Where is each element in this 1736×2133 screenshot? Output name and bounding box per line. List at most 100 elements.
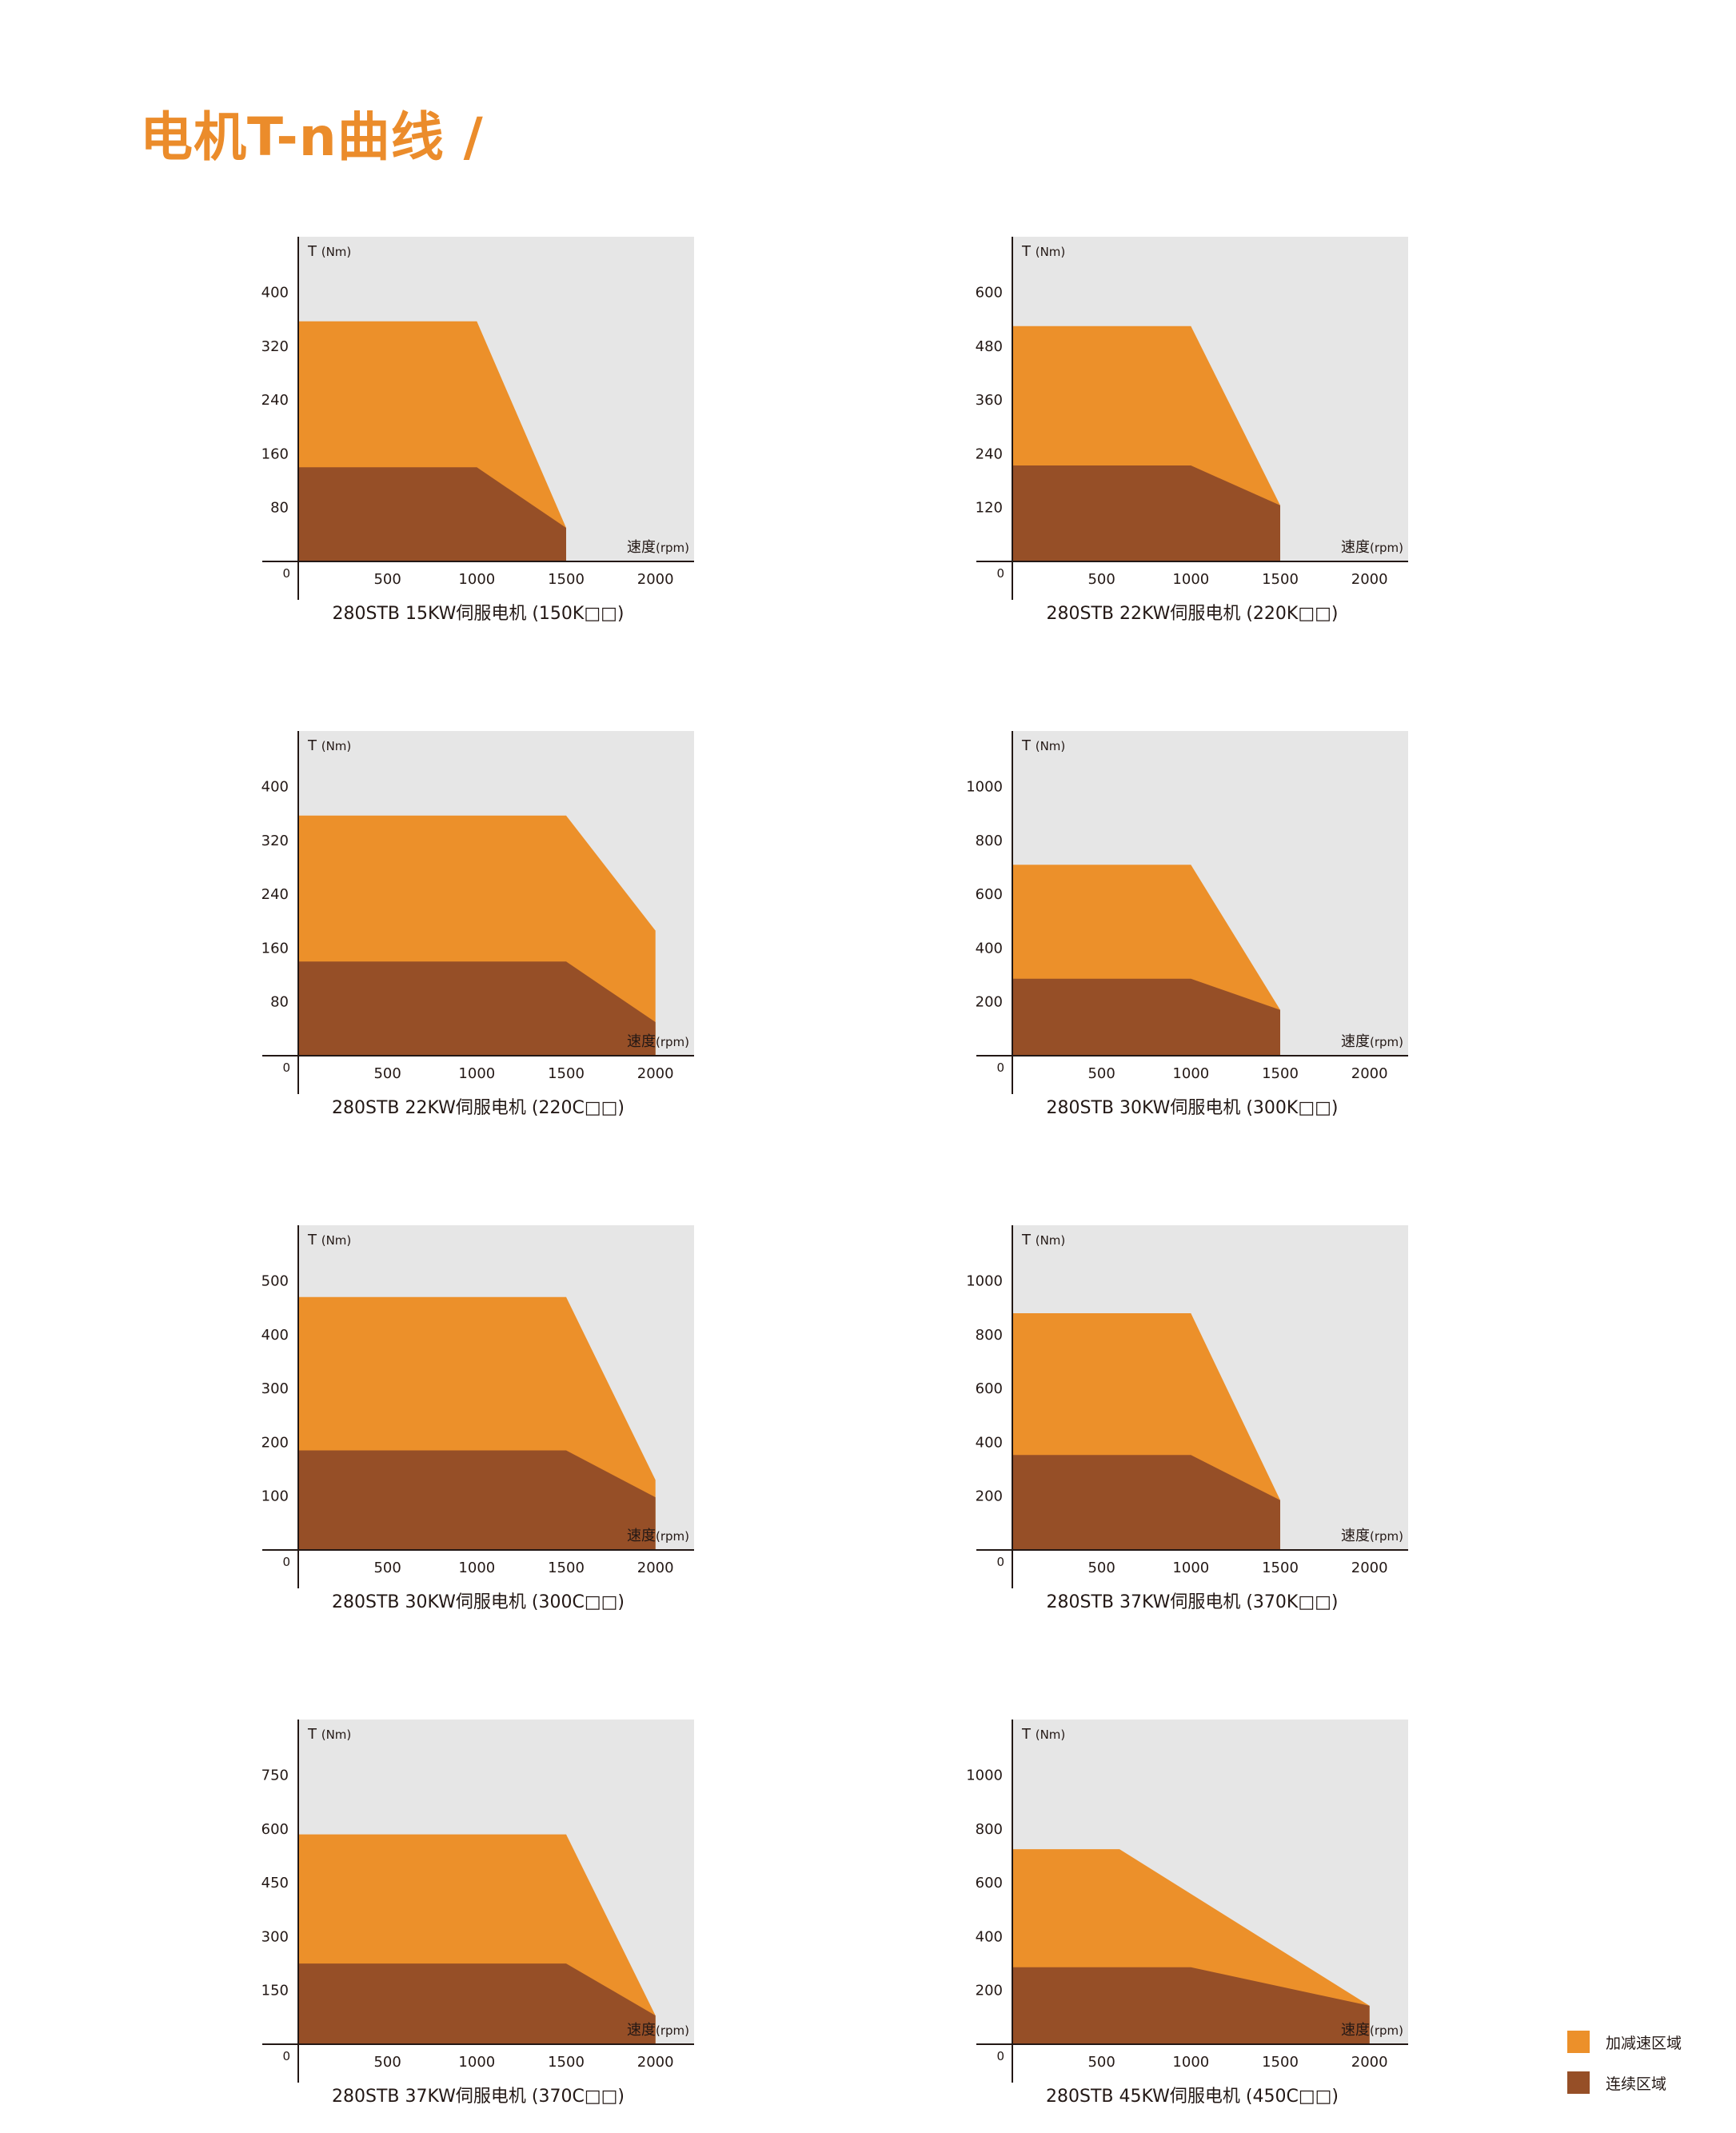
origin-label: 0 [996,566,1004,581]
tn-chart-6: 200 400 600 800 1000 500 1000 1500 2000 0 T (Nm) 速度… [966,1225,1408,1612]
x-tick-label: 1500 [1262,571,1299,588]
continuous-region-area [1012,465,1280,561]
tn-chart-8: 200 400 600 800 1000 500 1000 1500 2000 0 T (Nm) 速度… [966,1720,1408,2107]
x-tick-label: 2000 [637,571,674,588]
x-tick-label: 500 [373,571,401,588]
x-tick-label: 1500 [548,2054,585,2071]
y-tick-label: 160 [261,445,289,462]
y-tick-label: 100 [261,1488,289,1505]
tn-chart-3: 80 160 240 320 400 500 1000 1500 2000 0 T (Nm) 速度(r… [261,731,694,1118]
tn-chart-2: 120 240 360 480 600 500 1000 1500 2000 0 T (Nm) 速度(… [976,237,1408,624]
y-tick-label: 1000 [966,1273,1003,1290]
x-axis-label: 速度(rpm) [627,1033,689,1050]
tn-chart-4: 200 400 600 800 1000 500 1000 1500 2000 0 T (Nm) 速度… [966,731,1408,1118]
x-tick-label: 1000 [1172,1560,1209,1576]
origin-label: 0 [282,1061,290,1075]
y-tick-label: 320 [261,833,289,849]
y-tick-label: 120 [976,500,1003,517]
chart-caption: 280STB 22KW伺服电机 (220C□□) [332,1098,625,1118]
legend: 加减速区域 连续区域 [1567,2030,1682,2111]
x-axis-label: 速度(rpm) [1341,539,1403,556]
y-axis-label: T (Nm) [1021,1726,1065,1743]
y-tick-label: 480 [976,338,1003,355]
chart-caption: 280STB 37KW伺服电机 (370C□□) [332,2087,625,2107]
x-tick-label: 500 [373,1560,401,1576]
chart-caption: 280STB 30KW伺服电机 (300C□□) [332,1592,625,1612]
y-tick-label: 160 [261,940,289,957]
y-tick-label: 240 [976,445,1003,462]
x-tick-label: 2000 [637,2054,674,2071]
y-tick-label: 200 [976,1983,1003,1999]
y-axis-label: T (Nm) [1021,243,1065,260]
y-axis-label: T (Nm) [307,1726,351,1743]
x-tick-label: 1000 [458,2054,495,2071]
y-tick-label: 800 [976,1327,1003,1344]
x-tick-label: 500 [373,1065,401,1082]
x-tick-label: 1000 [1172,571,1209,588]
chart-caption: 280STB 15KW伺服电机 (150K□□) [332,604,624,624]
x-tick-label: 1500 [548,1560,585,1576]
continuous-region-area [298,1450,656,1550]
x-tick-label: 500 [1087,571,1115,588]
chart-caption: 280STB 22KW伺服电机 (220K□□) [1046,604,1338,624]
continuous-region-area [298,1963,656,2044]
continuous-region-area [1012,1455,1280,1550]
x-tick-label: 2000 [637,1560,674,1576]
continuous-region-area [1012,978,1280,1056]
y-tick-label: 1000 [966,1768,1003,1784]
y-tick-label: 600 [976,1380,1003,1397]
x-tick-label: 1000 [458,571,495,588]
legend-swatch-accel [1567,2031,1590,2053]
x-axis-label: 速度(rpm) [1341,1528,1403,1544]
y-tick-label: 600 [976,1875,1003,1891]
y-tick-label: 400 [976,940,1003,957]
y-tick-label: 600 [976,886,1003,903]
x-axis-label: 速度(rpm) [627,539,689,556]
y-tick-label: 80 [270,500,289,517]
y-tick-label: 360 [976,392,1003,409]
x-axis-label: 速度(rpm) [627,2022,689,2039]
y-tick-label: 320 [261,338,289,355]
x-tick-label: 1500 [548,571,585,588]
x-tick-label: 1000 [458,1065,495,1082]
x-tick-label: 1500 [1262,1560,1299,1576]
x-tick-label: 1000 [458,1560,495,1576]
continuous-region-area [298,961,656,1056]
x-tick-label: 500 [1087,1560,1115,1576]
chart-caption: 280STB 37KW伺服电机 (370K□□) [1046,1592,1338,1612]
y-tick-label: 400 [261,779,289,796]
y-tick-label: 600 [261,1821,289,1838]
x-tick-label: 2000 [1351,1560,1388,1576]
x-tick-label: 1500 [1262,2054,1299,2071]
continuous-region-area [1012,1967,1370,2044]
y-tick-label: 600 [976,285,1003,302]
x-tick-label: 500 [373,2054,401,2071]
y-tick-label: 200 [976,1488,1003,1505]
origin-label: 0 [996,1061,1004,1075]
origin-label: 0 [282,2049,290,2063]
x-axis-label: 速度(rpm) [1341,2022,1403,2039]
y-axis-label: T (Nm) [307,243,351,260]
y-tick-label: 800 [976,833,1003,849]
x-tick-label: 1500 [1262,1065,1299,1082]
continuous-region-area [298,467,566,561]
y-tick-label: 450 [261,1875,289,1891]
x-axis-label: 速度(rpm) [627,1528,689,1544]
x-axis-label: 速度(rpm) [1341,1033,1403,1050]
y-axis-label: T (Nm) [307,737,351,754]
x-tick-label: 2000 [1351,571,1388,588]
x-tick-label: 500 [1087,1065,1115,1082]
legend-swatch-continuous [1567,2071,1590,2094]
y-axis-label: T (Nm) [1021,737,1065,754]
y-tick-label: 80 [270,994,289,1011]
origin-label: 0 [282,1555,290,1569]
y-tick-label: 500 [261,1273,289,1290]
origin-label: 0 [282,566,290,581]
x-tick-label: 2000 [637,1065,674,1082]
x-tick-label: 1500 [548,1065,585,1082]
legend-label-accel: 加减速区域 [1606,2034,1682,2052]
y-tick-label: 300 [261,1380,289,1397]
x-tick-label: 2000 [1351,2054,1388,2071]
origin-label: 0 [996,2049,1004,2063]
y-tick-label: 750 [261,1768,289,1784]
